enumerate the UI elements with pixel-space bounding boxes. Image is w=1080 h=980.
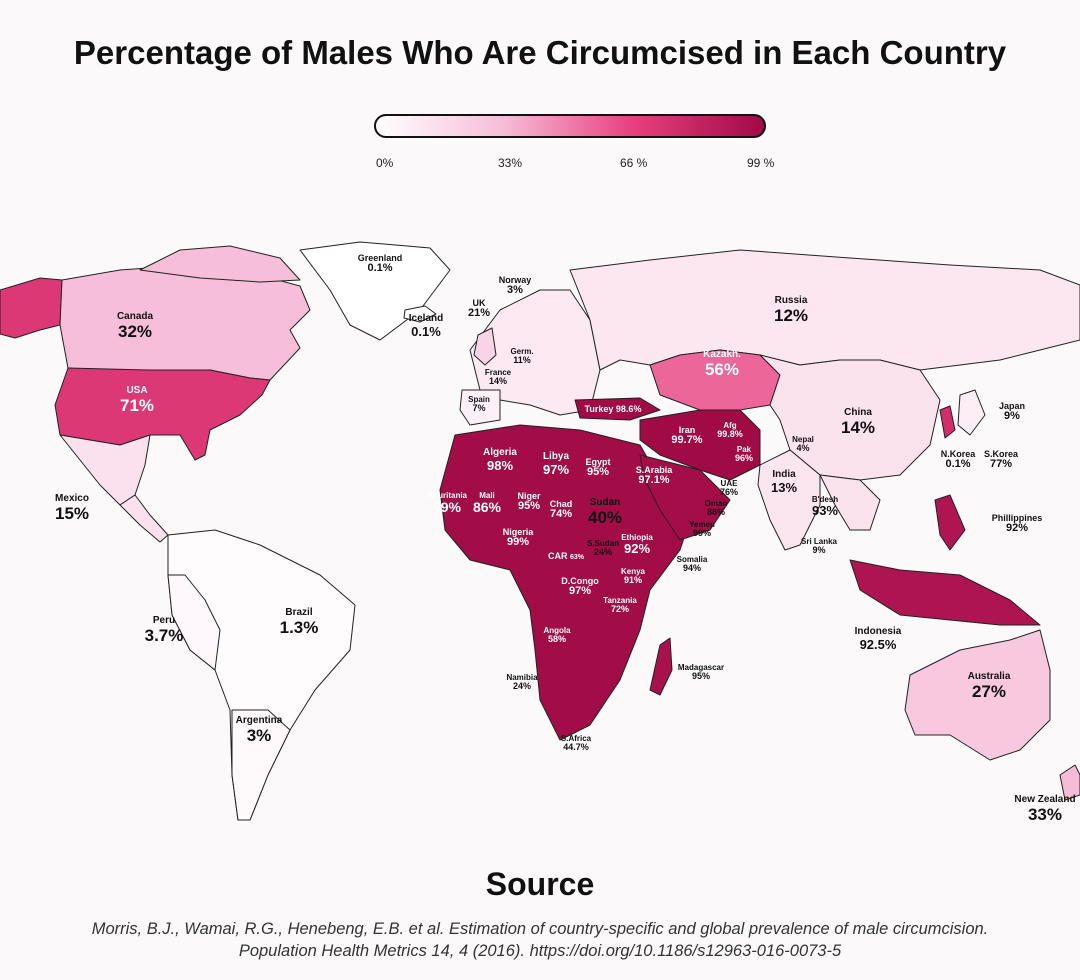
label-car: CAR 63% [547,551,585,561]
world-map [0,241,1080,821]
region-africa[interactable] [439,424,691,741]
label-france: France 14% [484,368,512,387]
region-uk[interactable] [473,327,497,366]
label-iceland: Iceland 0.1% [408,313,444,339]
source-heading: Source [485,866,595,902]
label-mauritania: Mauritania 99% [426,491,468,516]
label-chad: Chad 74% [549,499,573,521]
color-legend [374,114,766,138]
region-peru[interactable] [167,574,221,671]
region-arabia[interactable] [639,454,731,541]
region-turkey[interactable] [574,397,661,421]
label-spain: Spain 7% [468,395,490,414]
legend-tick-33: 33% [498,156,523,170]
label-kenya: Kenya 91% [620,567,646,586]
region-central-america[interactable] [119,494,169,543]
label-nkorea: N.Korea 0.1% [940,449,976,471]
region-iberia[interactable] [459,389,501,426]
label-usa: USA 71% [119,385,155,415]
label-japan: Japan 9% [998,401,1026,423]
label-safrica: S.Africa 44.7% [560,734,592,753]
source-citation[interactable]: Morris, B.J., Wamai, R.G., Henebeng, E.B… [0,918,1080,962]
label-ethiopia: Ethiopia 92% [621,533,653,557]
region-argentina[interactable] [231,709,291,821]
label-egypt: Egypt 95% [585,457,611,479]
label-dcongo: D.Congo 97% [561,576,599,598]
label-turkey: Turkey 98.6% [584,404,642,414]
label-afghanistan: Afg 99.8% [717,421,743,440]
label-saudi: S.Arabia 97.1% [635,465,673,487]
label-tanzania: Tanzania 72% [603,596,637,615]
label-oman: Oman 88% [704,499,728,518]
label-algeria: Algeria 98% [483,447,517,473]
label-indonesia: Indonesia 92.5% [854,626,902,652]
legend-tick-66: 66 % [620,156,648,170]
label-skorea: S.Korea 77% [983,449,1019,471]
citation-line-1: Morris, B.J., Wamai, R.G., Henebeng, E.B… [91,920,989,938]
label-yemen: Yemen 99% [689,520,715,539]
region-alaska[interactable] [0,277,63,339]
label-russia: Russia 12% [773,295,809,325]
label-peru: Peru 3.7% [144,615,184,645]
region-iceland[interactable] [403,305,437,323]
citation-line-2[interactable]: Population Health Metrics 14, 4 (2016). … [238,942,842,960]
label-angola: Angola 58% [543,626,571,645]
legend-tick-99: 99 % [747,156,775,170]
region-china[interactable] [759,354,941,481]
legend-gradient-bar [374,114,766,138]
region-japan[interactable] [957,389,986,436]
region-canada[interactable] [59,265,311,381]
label-norway: Norway 3% [498,275,532,297]
label-newzealand: New Zealand 33% [1014,794,1076,824]
page-title: Percentage of Males Who Are Circumcised … [73,34,1007,71]
label-sudan: Sudan 40% [587,497,623,527]
label-nigeria: Nigeria 99% [502,527,534,549]
label-ssudan: S.Sudan 24% [586,539,620,558]
region-australia[interactable] [904,629,1051,761]
region-middle-east[interactable] [639,409,761,481]
label-india: India 13% [770,469,798,495]
label-uk: UK 21% [467,298,491,320]
label-kazakhstan: Kazakh. 56% [703,349,741,379]
label-philippines: Phillippines 92% [991,513,1043,535]
region-arctic-islands[interactable] [139,245,301,283]
region-mexico[interactable] [59,434,151,506]
region-indonesia[interactable] [849,559,1041,626]
label-uae: UAE 76% [719,479,739,498]
label-libya: Libya 97% [542,451,570,477]
region-korea[interactable] [939,405,956,439]
label-madagascar: Madagascar 95% [677,663,725,682]
label-nepal: Nepal 4% [792,435,814,454]
label-pakistan: Pak 96% [734,445,754,464]
label-namibia: Namibia 24% [506,673,538,692]
label-australia: Australia 27% [967,671,1011,701]
label-canada: Canada 32% [116,311,154,341]
region-se-asia[interactable] [819,474,881,531]
label-china: China 14% [840,407,876,437]
label-niger: Niger 95% [517,491,541,513]
label-mali: Mali 86% [472,491,502,516]
region-philippines[interactable] [934,494,966,551]
label-iran: Iran 99.7% [671,425,703,447]
region-madagascar[interactable] [649,637,673,696]
label-srilanka: Sri Lanka 9% [800,537,838,556]
legend-tick-0: 0% [376,156,394,170]
region-russia[interactable] [569,249,1080,371]
label-greenland: Greenland 0.1% [357,253,403,275]
region-new-zealand[interactable] [1059,764,1080,801]
label-somalia: Somalia 94% [676,555,708,574]
label-brazil: Brazil 1.3% [279,607,319,637]
label-argentina: Argentina 3% [235,715,283,745]
label-bangladesh: B'desh 93% [811,495,839,519]
region-india[interactable] [757,449,821,551]
label-germany: Germ. 11% [510,347,534,366]
label-mexico: Mexico 15% [54,493,90,523]
